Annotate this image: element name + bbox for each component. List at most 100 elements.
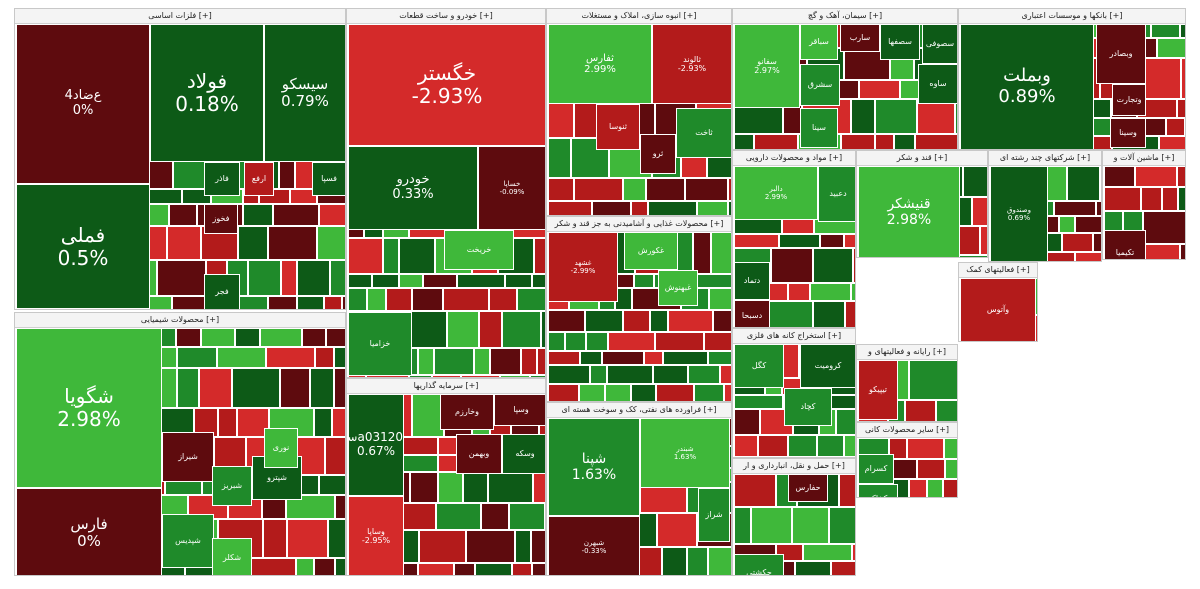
stock-cell[interactable]: فولاد 0.18% xyxy=(150,24,264,162)
stock-tile[interactable] xyxy=(650,310,668,332)
stock-tile[interactable] xyxy=(728,178,731,201)
stock-tile[interactable] xyxy=(634,274,654,288)
sector-block[interactable]: سرمایه گذاریها [+]سرکa0312ب010.67%وسپاوب… xyxy=(346,378,546,576)
stock-tile[interactable] xyxy=(1143,211,1185,244)
stock-tile[interactable] xyxy=(631,201,648,215)
stock-tile[interactable] xyxy=(592,201,631,215)
stock-tile[interactable] xyxy=(580,351,602,365)
stock-tile[interactable] xyxy=(1046,252,1075,261)
stock-tile[interactable] xyxy=(817,435,844,457)
stock-tile[interactable] xyxy=(201,328,235,347)
stock-tile[interactable] xyxy=(463,472,488,503)
stock-tile[interactable] xyxy=(199,368,232,408)
stock-tile[interactable] xyxy=(1100,166,1101,201)
stock-tile[interactable] xyxy=(655,332,704,351)
stock-cell[interactable]: غکورش xyxy=(624,232,678,270)
stock-cell[interactable]: ثرو xyxy=(640,134,676,174)
stock-tile[interactable] xyxy=(602,351,644,365)
stock-tile[interactable] xyxy=(488,472,533,503)
stock-tile[interactable] xyxy=(287,519,328,558)
sector-title[interactable]: سایر محصولات کانی [+] xyxy=(857,423,957,438)
stock-tile[interactable] xyxy=(704,332,731,351)
stock-cell[interactable]: غشهد -2.99% xyxy=(548,232,618,302)
sector-block[interactable]: فعالیتهای کمک [+] وآتوس xyxy=(958,262,1038,342)
stock-cell[interactable]: قنیشکر 2.98% xyxy=(858,166,960,257)
stock-cell[interactable]: خودرو 0.33% xyxy=(348,146,478,230)
stock-cell[interactable]: دسبحا xyxy=(734,300,770,327)
stock-tile[interactable] xyxy=(917,459,945,479)
stock-tile[interactable] xyxy=(734,395,783,409)
stock-tile[interactable] xyxy=(813,301,845,327)
stock-tile[interactable] xyxy=(945,459,957,479)
stock-tile[interactable] xyxy=(734,234,779,248)
stock-cell[interactable]: وساپا -2.95% xyxy=(348,496,404,575)
stock-cell[interactable]: وسپا xyxy=(494,394,545,426)
sector-block[interactable]: رایانه و فعالیتهای و [+] تیپیکو xyxy=(856,344,958,422)
sector-block[interactable]: مواد و محصولات دارویی [+] دالبر 2.99% دعبید… xyxy=(732,150,856,328)
stock-tile[interactable] xyxy=(1135,166,1177,187)
stock-tile[interactable] xyxy=(342,296,345,309)
stock-tile[interactable] xyxy=(334,368,345,408)
stock-tile[interactable] xyxy=(410,472,438,503)
stock-tile[interactable] xyxy=(586,332,608,351)
stock-tile[interactable] xyxy=(1075,252,1101,261)
stock-tile[interactable] xyxy=(734,409,760,435)
stock-tile[interactable] xyxy=(436,503,481,530)
stock-tile[interactable] xyxy=(734,474,776,507)
stock-tile[interactable] xyxy=(348,274,372,288)
stock-tile[interactable] xyxy=(565,332,586,351)
stock-tile[interactable] xyxy=(1145,244,1180,259)
stock-tile[interactable] xyxy=(915,134,957,149)
stock-tile[interactable] xyxy=(853,248,855,283)
stock-tile[interactable] xyxy=(831,561,855,575)
stock-tile[interactable] xyxy=(548,201,592,215)
stock-tile[interactable] xyxy=(548,351,580,365)
stock-cell[interactable]: وبهمن xyxy=(456,434,502,474)
stock-tile[interactable] xyxy=(687,547,708,575)
sector-block[interactable]: انبوه سازی، املاک و مستغلات [+] ثفارس 2.99… xyxy=(546,8,732,216)
stock-cell[interactable]: تکیمیا xyxy=(1104,230,1146,259)
sector-block[interactable]: خودرو و ساخت قطعات [+] خگستر -2.93% خودرو 0.… xyxy=(346,8,546,378)
stock-cell[interactable]: شبریز xyxy=(212,466,252,506)
sector-block[interactable]: محصولات غذایی و آشامیدنی به جز قند و شکر… xyxy=(546,216,732,402)
stock-tile[interactable] xyxy=(263,519,287,558)
stock-tile[interactable] xyxy=(290,189,317,204)
stock-tile[interactable] xyxy=(844,435,855,457)
stock-cell[interactable]: کچاد xyxy=(784,388,832,426)
stock-tile[interactable] xyxy=(972,197,987,226)
stock-tile[interactable] xyxy=(348,238,383,274)
stock-tile[interactable] xyxy=(236,296,268,309)
stock-cell[interactable]: سرکa0312ب010.67% xyxy=(348,394,404,496)
stock-tile[interactable] xyxy=(623,310,650,332)
sector-block[interactable]: قند و شکر [+] قنیشکر 2.98% xyxy=(856,150,988,258)
stock-tile[interactable] xyxy=(279,158,295,189)
stock-tile[interactable] xyxy=(399,437,438,455)
stock-tile[interactable] xyxy=(1096,201,1101,216)
stock-tile[interactable] xyxy=(905,400,936,421)
stock-tile[interactable] xyxy=(1185,118,1186,136)
stock-tile[interactable] xyxy=(574,178,623,201)
stock-tile[interactable] xyxy=(728,201,731,215)
stock-cell[interactable]: شبندر 1.63% xyxy=(640,418,730,488)
stock-tile[interactable] xyxy=(607,365,653,384)
stock-tile[interactable] xyxy=(839,474,855,507)
stock-tile[interactable] xyxy=(423,274,457,288)
stock-cell[interactable]: کخاک xyxy=(858,484,898,497)
stock-tile[interactable] xyxy=(315,347,334,368)
stock-cell[interactable]: فاذر xyxy=(204,162,240,196)
stock-tile[interactable] xyxy=(268,226,317,260)
stock-tile[interactable] xyxy=(409,375,432,377)
stock-tile[interactable] xyxy=(1162,187,1178,211)
stock-tile[interactable] xyxy=(830,395,855,409)
stock-tile[interactable] xyxy=(963,166,987,197)
stock-tile[interactable] xyxy=(533,472,545,503)
stock-tile[interactable] xyxy=(1159,136,1185,149)
stock-tile[interactable] xyxy=(367,288,386,311)
stock-tile[interactable] xyxy=(1104,166,1135,187)
sector-title[interactable]: فلزات اساسی [+] xyxy=(15,9,345,24)
stock-tile[interactable] xyxy=(260,328,302,347)
stock-tile[interactable] xyxy=(177,368,199,408)
sector-title[interactable]: استخراج کانه های فلزی [+] xyxy=(733,329,855,344)
sector-title[interactable]: انبوه سازی، املاک و مستغلات [+] xyxy=(547,9,731,24)
stock-tile[interactable] xyxy=(217,347,266,368)
